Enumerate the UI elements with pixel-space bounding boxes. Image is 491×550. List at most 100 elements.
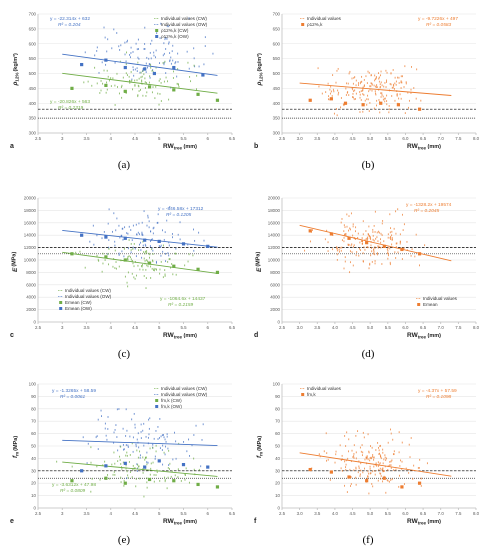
scatter-point xyxy=(344,460,346,463)
scatter-point xyxy=(149,76,151,79)
scatter-point xyxy=(104,460,106,463)
scatter-point xyxy=(373,84,375,87)
scatter-point xyxy=(203,63,205,66)
scatter-point xyxy=(365,75,367,78)
scatter-point xyxy=(153,269,155,272)
scatter-point xyxy=(376,236,378,239)
scatter-point xyxy=(107,252,109,255)
scatter-point xyxy=(389,231,391,234)
scatter-point xyxy=(344,256,346,259)
scatter-point xyxy=(200,465,202,468)
scatter-point xyxy=(363,79,365,81)
scatter-point xyxy=(368,90,370,93)
scatter-point xyxy=(344,484,346,487)
scatter-point xyxy=(140,71,142,74)
scatter-point xyxy=(151,247,153,249)
scatter-point xyxy=(336,246,338,248)
scatter-point xyxy=(141,80,143,83)
y-tick-label: 300 xyxy=(273,131,281,136)
scatter-point xyxy=(111,47,113,50)
scatter-point xyxy=(125,435,127,437)
scatter-point xyxy=(367,470,369,473)
scatter-point xyxy=(94,66,96,69)
scatter-point xyxy=(381,468,383,471)
scatter-point xyxy=(118,45,120,48)
scatter-point xyxy=(360,469,362,472)
scatter-point xyxy=(380,455,382,458)
legend-entry: Individual values (CW) xyxy=(161,16,207,21)
scatter-point xyxy=(131,442,133,445)
scatter-point xyxy=(369,85,371,88)
y-tick-label: 500 xyxy=(29,71,37,76)
x-tick-label: 4.5 xyxy=(132,136,139,141)
scatter-point xyxy=(166,435,168,438)
y-tick-label: 40 xyxy=(31,456,36,461)
scatter-point xyxy=(398,82,400,84)
scatter-point xyxy=(355,483,357,486)
x-tick-label: 5.0 xyxy=(367,511,374,516)
scatter-point xyxy=(358,465,360,468)
y-axis-title-main: f xyxy=(12,455,19,458)
scatter-point xyxy=(377,441,379,444)
scatter-point xyxy=(141,79,143,82)
scatter-point xyxy=(132,51,134,53)
scatter-point xyxy=(146,461,148,463)
legend-swatch xyxy=(155,35,159,38)
legend-swatch xyxy=(155,405,159,408)
scatter-point xyxy=(150,64,152,66)
scatter-point xyxy=(395,232,397,235)
scatter-point xyxy=(389,464,391,467)
scatter-point xyxy=(120,86,122,89)
scatter-point xyxy=(146,451,148,454)
x-tick-label: 2.5 xyxy=(279,511,286,516)
mean-point xyxy=(123,236,127,240)
scatter-point xyxy=(379,444,381,447)
scatter-point xyxy=(166,38,168,40)
x-tick-label: 8.0 xyxy=(473,511,480,516)
scatter-point xyxy=(95,436,97,439)
scatter-point xyxy=(366,456,368,459)
mean-point xyxy=(347,236,351,240)
x-tick-label: 5.5 xyxy=(180,511,187,516)
scatter-point xyxy=(371,83,373,86)
y-tick-label: 6000 xyxy=(26,282,36,287)
scatter-point xyxy=(127,446,129,448)
scatter-point xyxy=(351,449,353,452)
mean-point xyxy=(157,459,161,463)
mean-point xyxy=(143,67,147,71)
scatter-point xyxy=(107,474,109,476)
scatter-point xyxy=(378,77,380,80)
scatter-point xyxy=(346,491,348,493)
scatter-point xyxy=(156,32,158,35)
scatter-point xyxy=(375,93,377,96)
scatter-point xyxy=(126,477,128,480)
trendline-equation: y = -4.37x + 57.59 xyxy=(418,388,457,394)
scatter-point xyxy=(416,68,418,71)
scatter-point xyxy=(353,90,355,93)
scatter-point xyxy=(387,252,389,255)
scatter-point xyxy=(115,267,117,270)
scatter-point xyxy=(347,91,349,93)
scatter-point xyxy=(382,98,384,101)
trendline-r2: R² = 0.0061 xyxy=(60,394,86,400)
scatter-point xyxy=(329,479,331,481)
scatter-point xyxy=(133,74,135,77)
scatter-point xyxy=(158,436,160,439)
scatter-point xyxy=(167,467,169,469)
scatter-point xyxy=(379,472,381,475)
scatter-point xyxy=(188,438,190,441)
scatter-point xyxy=(357,471,359,474)
scatter-point xyxy=(378,76,380,79)
x-axis-unit: (mm) xyxy=(183,144,197,150)
scatter-point xyxy=(403,86,405,88)
scatter-point xyxy=(126,39,128,42)
scatter-point xyxy=(111,230,113,233)
scatter-point xyxy=(146,224,148,227)
scatter-point xyxy=(204,45,206,47)
scatter-point xyxy=(354,98,356,100)
y-axis-title: E(MPa) xyxy=(256,252,264,272)
scatter-point xyxy=(325,432,327,435)
mean-point xyxy=(104,464,108,468)
scatter-point xyxy=(353,455,355,457)
